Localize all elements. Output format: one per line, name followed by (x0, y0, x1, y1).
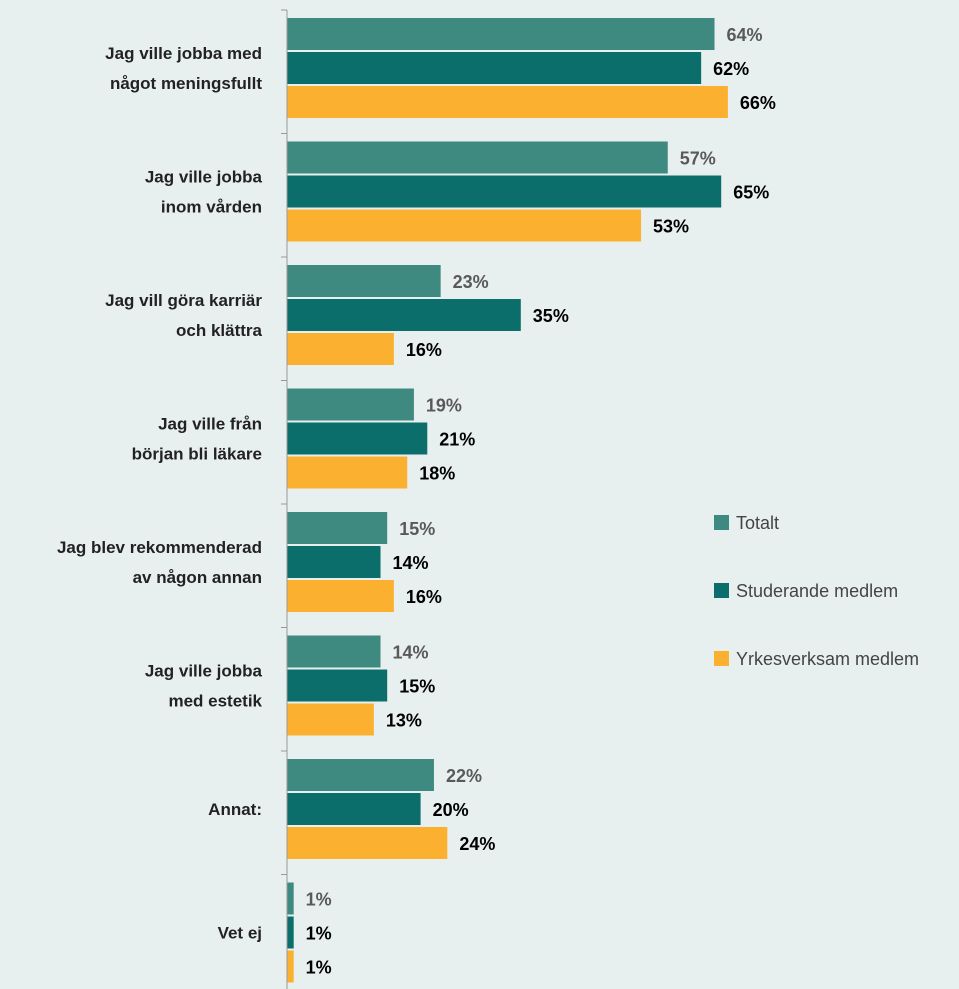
bar-studerande-medlem-6 (287, 793, 421, 825)
legend-label: Totalt (736, 513, 779, 533)
bar-studerande-medlem-0 (287, 52, 702, 84)
value-label: 16% (406, 340, 442, 360)
bar-yrkesverksam-medlem-7 (287, 950, 294, 983)
bar-studerande-medlem-7 (287, 916, 294, 949)
value-label: 1% (306, 890, 332, 910)
category-label: Vet ej (218, 924, 262, 943)
value-label: 1% (306, 958, 332, 978)
bar-totalt-7 (287, 882, 294, 915)
bar-studerande-medlem-2 (287, 299, 521, 331)
category-label: och klättra (176, 321, 263, 340)
bar-yrkesverksam-medlem-1 (287, 209, 642, 242)
bar-yrkesverksam-medlem-2 (287, 333, 394, 365)
category-label: Jag ville jobba (145, 168, 263, 187)
legend-swatch (714, 583, 729, 598)
value-label: 35% (533, 306, 569, 326)
legend-label: Studerande medlem (736, 581, 898, 601)
category-label: Jag ville jobba med (105, 44, 262, 63)
category-label: början bli läkare (132, 445, 262, 464)
category-label: Annat: (208, 800, 262, 819)
legend-label: Yrkesverksam medlem (736, 649, 919, 669)
value-label: 57% (680, 149, 716, 169)
category-label: Jag blev rekommenderad (57, 538, 262, 557)
value-label: 13% (386, 711, 422, 731)
legend: Totalt Studerande medlem Yrkesverksam medl… (714, 513, 919, 669)
value-label: 19% (426, 396, 462, 416)
value-label: 15% (399, 677, 435, 697)
bar-totalt-3 (287, 388, 414, 421)
bar-yrkesverksam-medlem-6 (287, 827, 448, 859)
bar-yrkesverksam-medlem-5 (287, 703, 374, 736)
value-label: 14% (393, 643, 429, 663)
bar-yrkesverksam-medlem-0 (287, 86, 728, 118)
bar-studerande-medlem-4 (287, 546, 381, 578)
category-label: Jag ville jobba (145, 662, 263, 681)
bars-layer: 64% 57% 23% 19% 15% 14% 22% 1% 62% 65% 35% 21% 14% 15… (287, 18, 776, 983)
value-label: 65% (733, 183, 769, 203)
category-label: Jag ville från (158, 415, 262, 434)
category-labels: Jag ville jobba med något meningsfullt Jag… (57, 44, 263, 943)
category-label: inom vården (161, 198, 262, 217)
bar-totalt-2 (287, 265, 441, 297)
value-label: 64% (727, 25, 763, 45)
bar-studerande-medlem-3 (287, 422, 428, 455)
bar-totalt-4 (287, 512, 388, 544)
category-label: av någon annan (133, 568, 262, 587)
bar-totalt-1 (287, 141, 668, 174)
legend-swatch (714, 651, 729, 666)
value-label: 20% (433, 800, 469, 820)
value-label: 21% (439, 430, 475, 450)
value-label: 18% (419, 464, 455, 484)
category-axis (281, 9, 288, 989)
value-label: 16% (406, 587, 442, 607)
bar-studerande-medlem-5 (287, 669, 388, 702)
value-label: 23% (453, 272, 489, 292)
category-label: något meningsfullt (110, 74, 262, 93)
value-label: 53% (653, 217, 689, 237)
value-label: 66% (740, 93, 776, 113)
category-label: Jag vill göra karriär (105, 291, 262, 310)
bar-studerande-medlem-1 (287, 175, 722, 208)
value-label: 14% (393, 553, 429, 573)
bar-yrkesverksam-medlem-4 (287, 580, 394, 612)
category-label: med estetik (168, 692, 262, 711)
bar-totalt-0 (287, 18, 715, 50)
value-label: 1% (306, 924, 332, 944)
bar-yrkesverksam-medlem-3 (287, 456, 408, 489)
value-label: 24% (459, 834, 495, 854)
bar-totalt-5 (287, 635, 381, 668)
bar-totalt-6 (287, 759, 434, 791)
value-label: 15% (399, 519, 435, 539)
value-label: 22% (446, 766, 482, 786)
value-label: 62% (713, 59, 749, 79)
legend-swatch (714, 515, 729, 530)
